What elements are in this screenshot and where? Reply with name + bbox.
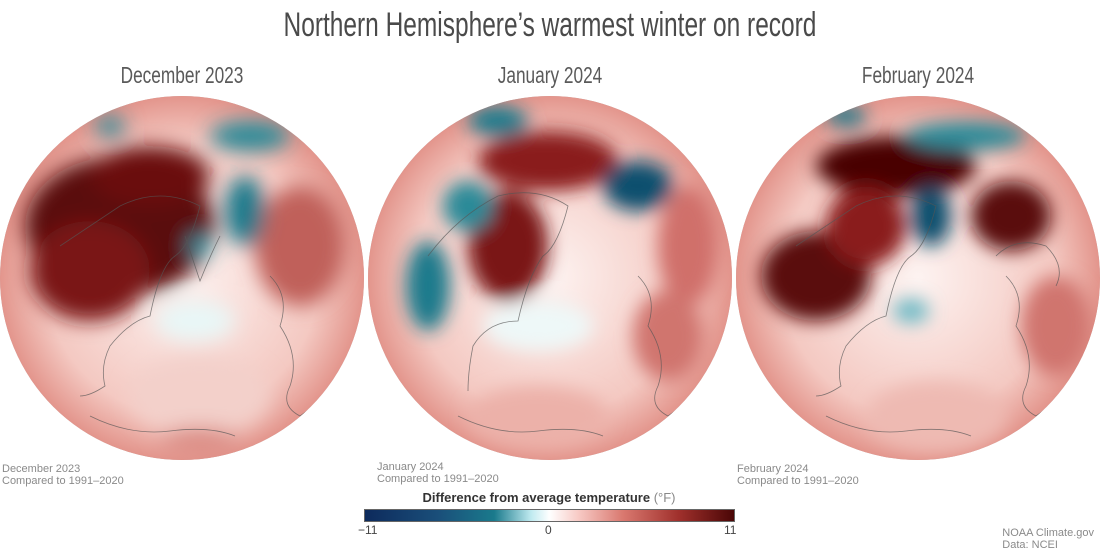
caption-month: February 2024 <box>737 463 809 475</box>
page-title: Northern Hemisphere’s warmest winter on … <box>283 6 817 44</box>
caption-baseline: Compared to 1991–2020 <box>377 473 499 485</box>
globe-map-february <box>736 96 1100 460</box>
credit-data: Data: NCEI <box>1002 539 1058 551</box>
caption-month: January 2024 <box>377 461 444 473</box>
colorbar-min-label: −11 <box>358 523 378 537</box>
caption-january: January 2024 Compared to 1991–2020 <box>377 461 499 485</box>
legend-title: Difference from average temperature (°F) <box>364 490 734 505</box>
credit: NOAA Climate.gov Data: NCEI <box>1002 527 1094 551</box>
globe-map-december <box>0 96 364 460</box>
globe-map-january <box>368 96 732 460</box>
legend-unit: (°F) <box>653 490 676 505</box>
colorbar-max-label: 11 <box>724 523 737 537</box>
caption-baseline: Compared to 1991–2020 <box>2 475 124 487</box>
colorbar-mid-label: 0 <box>545 523 552 537</box>
colorbar <box>364 509 735 522</box>
caption-february: February 2024 Compared to 1991–2020 <box>737 463 859 487</box>
caption-baseline: Compared to 1991–2020 <box>737 475 859 487</box>
caption-month: December 2023 <box>2 463 81 475</box>
panel-title-february: February 2024 <box>861 62 975 88</box>
panel-title-january: January 2024 <box>497 62 603 88</box>
legend-title-text: Difference from average temperature <box>422 490 651 505</box>
caption-december: December 2023 Compared to 1991–2020 <box>2 463 124 487</box>
credit-source: NOAA Climate.gov <box>1002 527 1094 539</box>
panel-title-december: December 2023 <box>120 62 244 88</box>
